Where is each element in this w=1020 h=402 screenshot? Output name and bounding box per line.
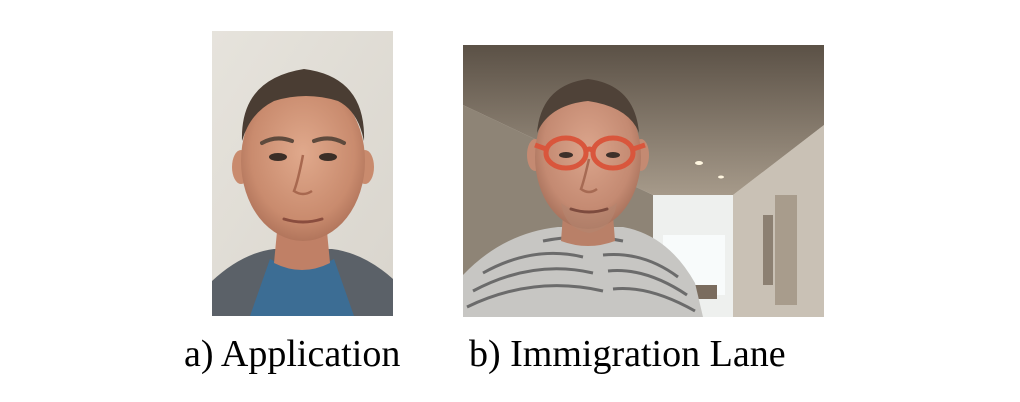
application-photo <box>212 31 393 316</box>
caption-immigration-lane: b) Immigration Lane <box>469 333 786 375</box>
caption-application: a) Application <box>184 333 401 375</box>
immigration-lane-photo <box>463 45 824 317</box>
